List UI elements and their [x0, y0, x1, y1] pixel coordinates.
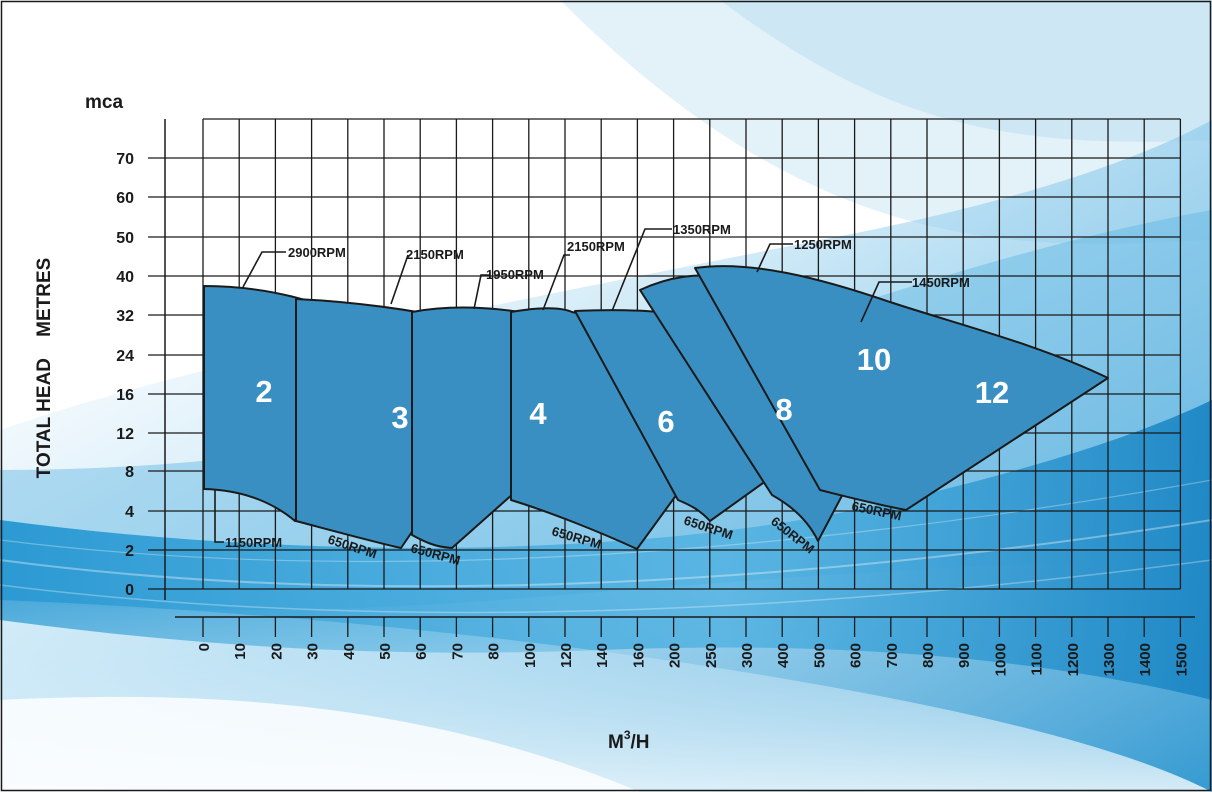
- region-labels: 2 3 4 6 8 10 12: [255, 342, 1009, 439]
- x-tick-label: 50: [377, 643, 394, 660]
- x-tick-label: 600: [848, 643, 865, 668]
- region-label-4: 4: [529, 396, 547, 431]
- rpm-label: 1350RPM: [673, 222, 731, 237]
- x-tick-label: 500: [811, 643, 828, 668]
- y-tick-label: 70: [116, 151, 134, 168]
- y-tick-label: 32: [116, 308, 134, 325]
- x-axis-ticks: 0 10 20 30 40 50 60 70 80 100 120 140 160 200 250 300 40…: [196, 617, 1190, 676]
- rpm-label: 1150RPM: [225, 535, 282, 550]
- rpm-leaders: [214, 228, 912, 543]
- rpm-label: 1450RPM: [912, 275, 970, 290]
- x-tick-label: 120: [558, 643, 575, 668]
- x-tick-label: 1400: [1137, 643, 1154, 676]
- x-axis-title: M3/H: [608, 728, 650, 753]
- y-tick-label: 40: [116, 269, 134, 286]
- y-tick-label: 60: [116, 190, 134, 207]
- x-tick-label: 700: [884, 643, 901, 668]
- rpm-label: 1950RPM: [486, 267, 544, 282]
- y-tick-label: 4: [125, 504, 134, 521]
- rpm-leader-line: [860, 281, 912, 323]
- x-tick-label: 1500: [1173, 643, 1190, 676]
- rpm-leader-line: [611, 228, 672, 312]
- rpm-label: 2150RPM: [406, 247, 464, 262]
- x-tick-label: 20: [268, 643, 285, 660]
- region-label-10: 10: [857, 342, 891, 377]
- y-tick-label: 0: [125, 582, 134, 599]
- x-tick-label: 80: [486, 643, 503, 660]
- rpm-leader-line: [214, 489, 224, 543]
- rpm-label: 2150RPM: [567, 239, 625, 254]
- rpm-leader-line: [756, 243, 793, 273]
- rpm-leader-line: [542, 254, 570, 311]
- x-tick-label: 1300: [1101, 643, 1118, 676]
- rpm-leader-line: [242, 251, 286, 288]
- region-label-2: 2: [255, 374, 272, 409]
- region-label-3: 3: [391, 400, 408, 435]
- y-tick-label: 24: [116, 348, 134, 365]
- x-tick-label: 30: [305, 643, 322, 660]
- x-tick-label: 250: [703, 643, 720, 668]
- x-tick-label: 100: [522, 643, 539, 668]
- pump-region-12: [694, 265, 1109, 511]
- x-tick-label: 200: [667, 643, 684, 668]
- x-tick-label: 70: [449, 643, 466, 660]
- x-tick-label: 0: [196, 643, 213, 651]
- y-tick-label: 12: [116, 426, 134, 443]
- x-tick-label: 1000: [992, 643, 1009, 676]
- x-tick-label: 300: [739, 643, 756, 668]
- rpm-leader-line: [390, 254, 409, 305]
- y-tick-label: 8: [125, 464, 134, 481]
- y-tick-label: 16: [116, 387, 134, 404]
- x-tick-label: 900: [956, 643, 973, 668]
- region-label-6: 6: [657, 404, 674, 439]
- x-tick-label: 160: [630, 643, 647, 668]
- x-tick-label: 10: [232, 643, 249, 660]
- rpm-leader-line: [473, 274, 490, 310]
- rpm-label: 1250RPM: [794, 237, 852, 252]
- x-tick-label: 1100: [1029, 643, 1046, 676]
- y-axis-title: TOTAL HEAD METRES: [34, 258, 55, 479]
- x-tick-label: 60: [413, 643, 430, 660]
- performance-regions: [203, 265, 1109, 550]
- x-tick-label: 40: [341, 643, 358, 660]
- y-tick-label: 2: [125, 543, 134, 560]
- region-label-12: 12: [975, 375, 1009, 410]
- x-tick-label: 400: [775, 643, 792, 668]
- region-label-8: 8: [775, 392, 792, 427]
- x-tick-label: 800: [920, 643, 937, 668]
- y-tick-label: 50: [116, 230, 134, 247]
- rpm-label: 2900RPM: [288, 245, 346, 260]
- x-tick-label: 1200: [1065, 643, 1082, 676]
- x-tick-label: 140: [594, 643, 611, 668]
- y-axis-unit: mca: [85, 92, 123, 113]
